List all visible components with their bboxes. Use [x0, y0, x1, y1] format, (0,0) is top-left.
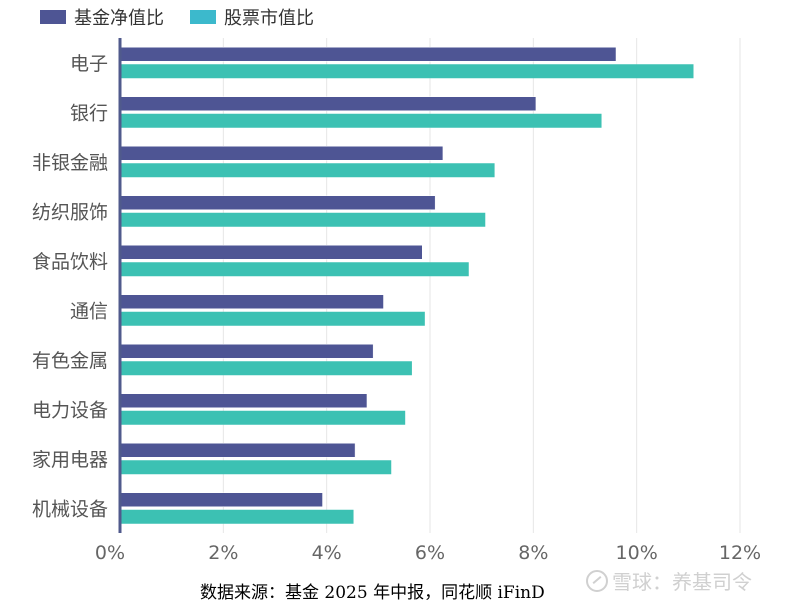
bar-fund-1: [119, 96, 537, 111]
category-label-7: 电力设备: [32, 399, 108, 421]
bar-stock-1: [120, 113, 602, 128]
legend-swatch-stock: [190, 10, 216, 24]
category-label-0: 电子: [70, 53, 108, 75]
bar-fund-2: [119, 146, 444, 161]
bar-fund-3: [119, 195, 436, 210]
bar-stock-0: [120, 64, 694, 79]
data-source-note: 数据来源：基金 2025 年中报，同花顺 iFinD: [200, 583, 545, 603]
bar-stock-6: [120, 361, 412, 376]
legend-item-stock[interactable]: 股票市值比: [190, 4, 314, 30]
bar-fund-4: [119, 245, 423, 260]
bar-fund-9: [119, 492, 323, 507]
legend-label-fund: 基金净值比: [74, 8, 164, 29]
bar-stock-9: [120, 509, 354, 524]
category-label-8: 家用电器: [32, 449, 108, 471]
bar-stock-2: [120, 163, 495, 178]
snowball-logo-icon: [586, 569, 608, 592]
x-tick-label-2: 4%: [312, 542, 342, 564]
bar-fund-0: [119, 47, 617, 62]
legend-item-fund[interactable]: 基金净值比: [40, 4, 164, 30]
x-tick-label-0: 0%: [95, 542, 125, 564]
x-tick-label-1: 2%: [208, 542, 238, 564]
chart-legend: 基金净值比 股票市值比: [40, 4, 340, 30]
bar-stock-8: [120, 460, 392, 475]
x-tick-label-4: 8%: [518, 542, 548, 564]
bar-fund-8: [119, 443, 356, 458]
bar-stock-3: [120, 212, 486, 227]
category-label-2: 非银金融: [32, 152, 108, 174]
bar-stock-4: [120, 262, 469, 277]
category-label-6: 有色金属: [32, 350, 108, 372]
legend-swatch-fund: [40, 10, 66, 24]
category-label-3: 纺织服饰: [32, 201, 108, 223]
bar-fund-5: [119, 294, 384, 309]
x-tick-label-5: 10%: [616, 542, 658, 564]
category-label-4: 食品饮料: [32, 251, 108, 273]
category-label-5: 通信: [70, 300, 108, 322]
watermark-text: 雪球：养基司令: [612, 570, 752, 594]
category-label-1: 银行: [70, 102, 108, 124]
watermark: 雪球：养基司令: [586, 566, 752, 595]
legend-label-stock: 股票市值比: [224, 8, 314, 29]
bar-stock-7: [120, 410, 406, 425]
bar-stock-5: [120, 311, 425, 326]
x-tick-label-6: 12%: [719, 542, 761, 564]
bar-fund-7: [119, 393, 368, 408]
x-tick-label-3: 6%: [415, 542, 445, 564]
category-label-9: 机械设备: [32, 498, 108, 520]
bar-fund-6: [119, 344, 374, 359]
